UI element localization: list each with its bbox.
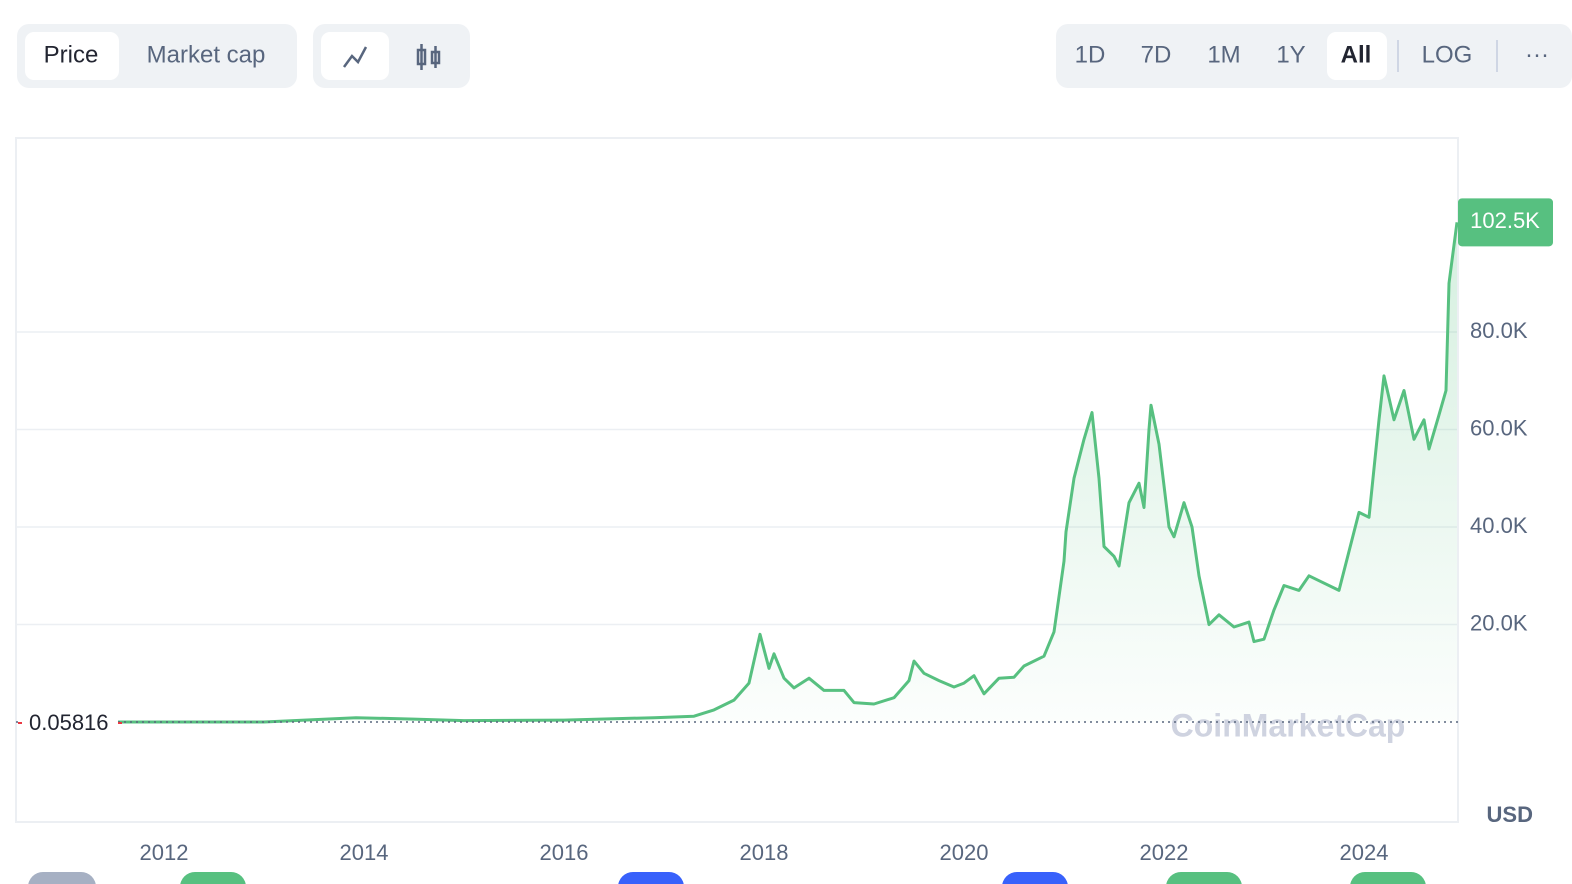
active-range <box>1327 32 1387 80</box>
plot-frame <box>15 137 1459 823</box>
y-tick-label: 80.0K <box>1470 318 1528 343</box>
active-tab <box>25 32 119 80</box>
unit-label: USD <box>1487 802 1533 827</box>
range-button[interactable]: 7D <box>1141 41 1172 68</box>
range-button[interactable]: 1Y <box>1276 41 1305 68</box>
watermark: CoinMarketCap <box>1171 707 1406 743</box>
plot <box>16 222 1459 724</box>
x-tick-label: 2014 <box>340 840 389 865</box>
price-line <box>23 222 1459 724</box>
tab[interactable]: Price <box>44 41 99 68</box>
x-tick-label: 2024 <box>1340 840 1389 865</box>
line-chart-button[interactable] <box>321 32 389 80</box>
y-tick-label: 60.0K <box>1470 415 1528 440</box>
x-tick-label: 2016 <box>540 840 589 865</box>
last-price-label: 102.5K <box>1470 208 1540 233</box>
event-markers <box>28 872 1426 884</box>
area <box>24 222 1457 723</box>
range-button[interactable]: 1D <box>1075 41 1106 68</box>
x-tick-label: 2018 <box>740 840 789 865</box>
y-tick-label: 20.0K <box>1470 610 1528 635</box>
candle-icon[interactable] <box>416 44 441 70</box>
more-button[interactable]: ··· <box>1525 41 1549 68</box>
x-tick-label: 2020 <box>940 840 989 865</box>
x-tick-label: 2012 <box>140 840 189 865</box>
toolbar: Price Market cap 1D 7D 1M 1Y All LOG ··· <box>17 24 1572 88</box>
range-button[interactable]: All <box>1341 41 1372 68</box>
log-button[interactable]: LOG <box>1422 41 1473 68</box>
last-price-tag <box>1458 198 1553 247</box>
start-price-bg <box>22 708 118 737</box>
start-price-label: 0.05816 <box>29 710 109 735</box>
tab[interactable]: Market cap <box>147 41 266 68</box>
range-button[interactable]: 1M <box>1207 41 1240 68</box>
line-icon <box>342 46 368 68</box>
y-tick-label: 40.0K <box>1470 513 1528 538</box>
range-group <box>1056 24 1572 88</box>
x-tick-label: 2022 <box>1140 840 1189 865</box>
